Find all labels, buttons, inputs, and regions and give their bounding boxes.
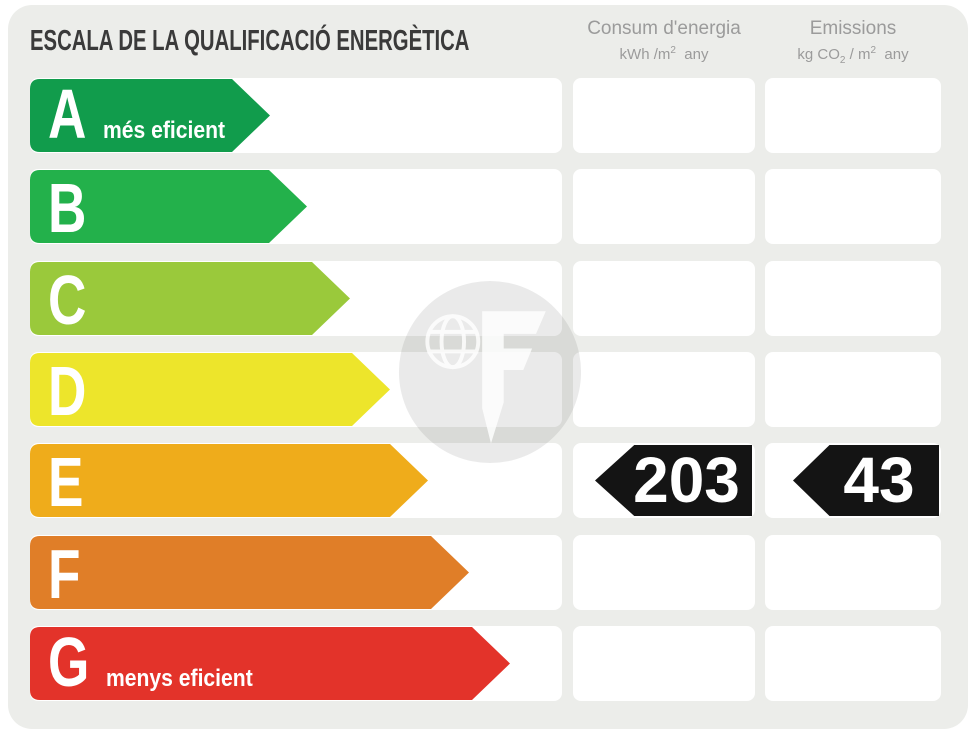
globe-f-logo-icon	[398, 280, 582, 464]
energy-certificate-card: ESCALA DE LA QUALIFICACIÓ ENERGÈTICA Con…	[8, 5, 968, 729]
rating-letter: C	[48, 261, 87, 339]
emissions-column-header: Emissions kg CO2 / m2 any	[765, 17, 941, 71]
f-letter-icon	[482, 311, 546, 444]
rating-arrow-shape	[30, 170, 307, 243]
consum-cell	[573, 78, 755, 153]
emissions-cell	[765, 261, 941, 336]
rating-row-a: A més eficient	[8, 78, 968, 153]
rating-arrow-shape	[30, 536, 469, 609]
rating-arrow-c: C	[30, 262, 350, 335]
rating-row-e: 203 43 E	[8, 443, 968, 518]
rating-arrow-shape	[30, 444, 428, 517]
consum-header-unit: kWh /m2 any	[619, 45, 709, 63]
globe-icon	[425, 314, 481, 370]
rating-arrow-shape	[30, 79, 270, 152]
rating-arrow-b: B	[30, 170, 307, 243]
consum-column-header: Consum d'energia kWh /m2 any	[573, 17, 755, 65]
consum-cell	[573, 169, 755, 244]
emissions-cell	[765, 352, 941, 427]
rating-letter: F	[48, 535, 81, 613]
emissions-cell	[765, 169, 941, 244]
page-title: ESCALA DE LA QUALIFICACIÓ ENERGÈTICA	[30, 25, 470, 57]
consum-cell	[573, 352, 755, 427]
emissions-value: 43	[843, 444, 915, 516]
rating-arrow-shape	[30, 353, 390, 426]
rating-letter: A	[48, 75, 87, 153]
emissions-header-unit: kg CO2 / m2 any	[797, 45, 909, 66]
emissions-cell: 43	[765, 443, 941, 518]
rating-row-b: B	[8, 169, 968, 244]
rating-arrow-a: A més eficient	[30, 79, 270, 152]
emissions-cell	[765, 78, 941, 153]
emissions-value-badge: 43	[793, 445, 939, 516]
consum-cell	[573, 535, 755, 610]
rating-row-g: G menys eficient	[8, 626, 968, 701]
emissions-header-title: Emissions	[809, 18, 897, 39]
rating-row-f: F	[8, 535, 968, 610]
rating-row-d: D	[8, 352, 968, 427]
consum-value: 203	[633, 444, 740, 516]
rating-row-c: C	[8, 261, 968, 336]
rating-label: menys eficient	[106, 665, 254, 692]
emissions-cell	[765, 535, 941, 610]
rating-letter: D	[48, 352, 87, 430]
consum-cell	[573, 626, 755, 701]
consum-cell	[573, 261, 755, 336]
emissions-cell	[765, 626, 941, 701]
consum-value-badge: 203	[595, 445, 752, 516]
rating-arrow-shape	[30, 262, 350, 335]
rating-label: més eficient	[102, 117, 225, 144]
rating-letter: E	[48, 443, 84, 521]
rating-arrow-g: G menys eficient	[30, 627, 510, 700]
rating-arrow-f: F	[30, 536, 469, 609]
rating-letter: B	[48, 169, 87, 247]
rating-arrow-shape	[30, 627, 510, 700]
rating-letter: G	[48, 623, 90, 701]
rating-arrow-d: D	[30, 353, 390, 426]
consum-header-title: Consum d'energia	[587, 18, 741, 39]
watermark-logo	[397, 279, 583, 465]
rating-arrow-e: E	[30, 444, 428, 517]
consum-cell: 203	[573, 443, 755, 518]
